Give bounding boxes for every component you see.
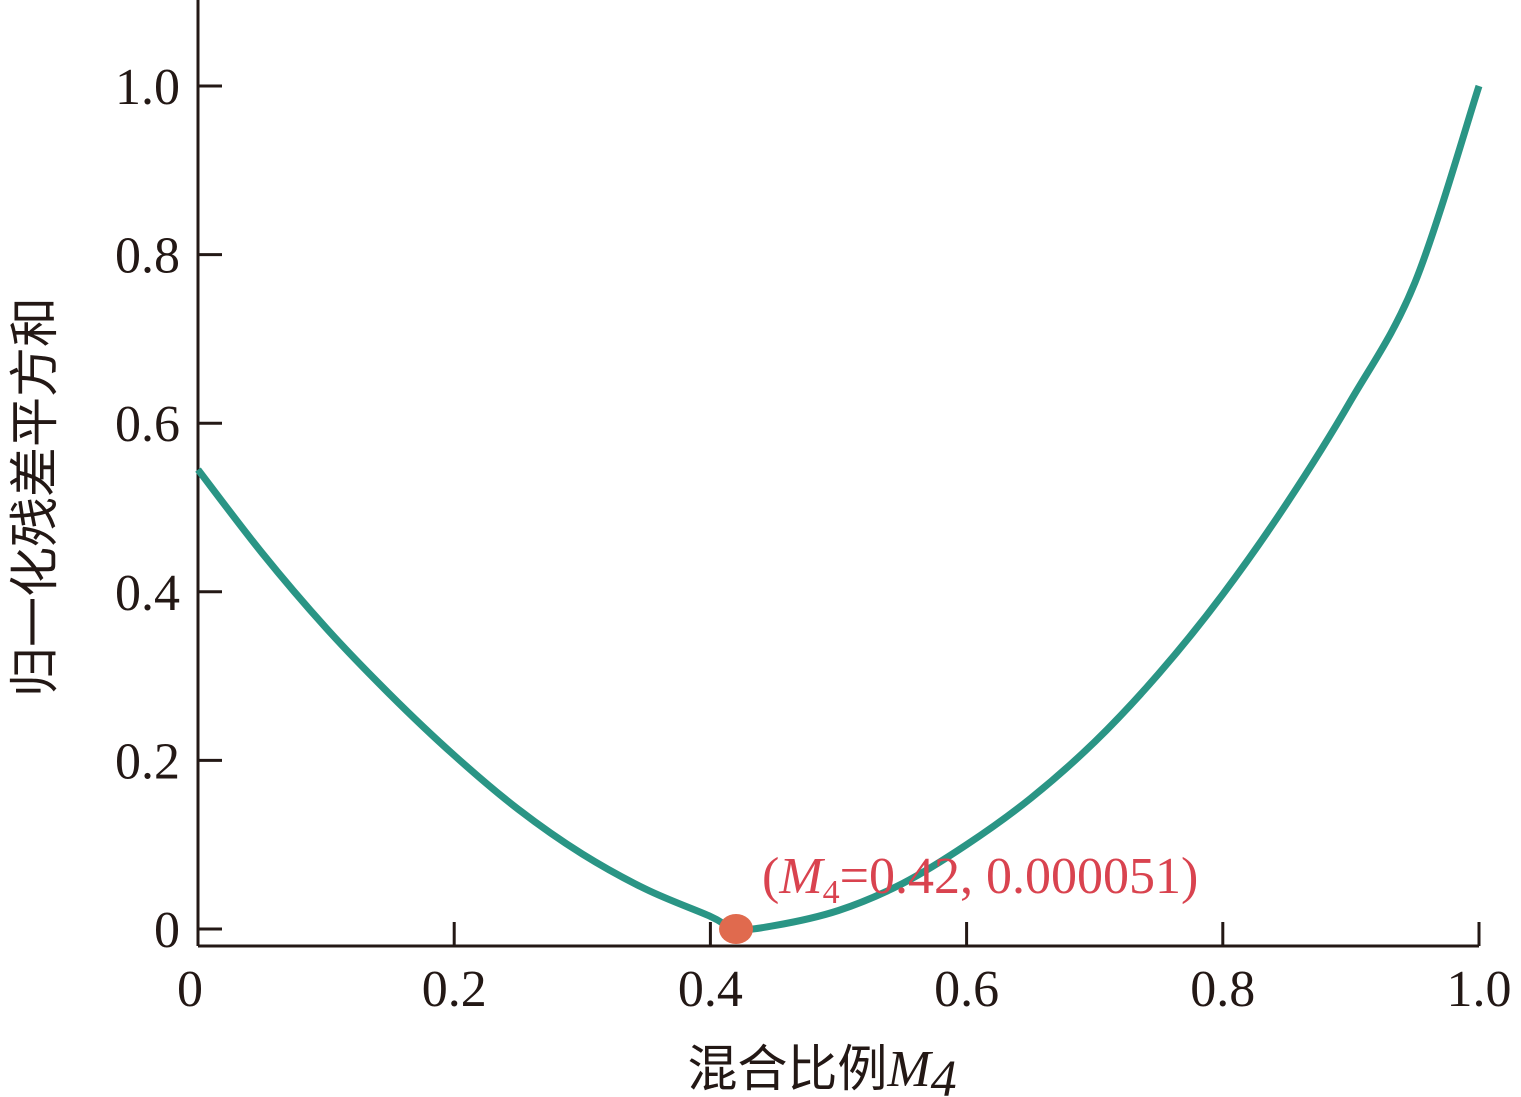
y-tick-label: 0.8 xyxy=(115,228,180,285)
y-tick-label: 0.6 xyxy=(115,396,180,453)
marker-group xyxy=(719,913,754,944)
y-axis-ticks: 0 0.2 0.4 0.6 0.8 1.0 xyxy=(115,59,222,959)
x-tick-label: 0 xyxy=(177,961,203,1018)
y-tick-label: 0.4 xyxy=(115,565,180,622)
x-axis-title-text: 混合比例 xyxy=(687,1040,887,1097)
series-line xyxy=(195,84,1483,933)
annotation-sub: 4 xyxy=(823,874,840,911)
y-axis-title: 归一化残差平方和 xyxy=(6,297,64,697)
x-tick-label: 0.2 xyxy=(422,961,487,1018)
x-axis-title-var: M xyxy=(886,1041,933,1097)
annotation: (M4=0.42, 0.000051) xyxy=(762,848,1198,911)
minimum-point-marker xyxy=(719,913,754,944)
x-axis-ticks: 0 0.2 0.4 0.6 0.8 1.0 xyxy=(177,922,1512,1018)
x-axis-title: 混合比例M4 xyxy=(687,1040,956,1097)
annotation-rest: =0.42, 0.000051) xyxy=(840,848,1199,905)
x-axis-title-sub: 4 xyxy=(931,1051,957,1097)
x-tick-label: 0.6 xyxy=(934,961,999,1018)
series-group xyxy=(195,84,1483,933)
y-tick-label: 1.0 xyxy=(115,59,180,116)
x-tick-label: 0.4 xyxy=(678,961,743,1018)
x-tick-label: 1.0 xyxy=(1447,961,1512,1018)
y-tick-label: 0 xyxy=(154,902,180,959)
annotation-prefix: ( xyxy=(762,848,779,905)
y-tick-label: 0.2 xyxy=(115,733,180,790)
annotation-var: M xyxy=(778,848,825,905)
axes xyxy=(196,0,1479,948)
x-tick-label: 0.8 xyxy=(1190,961,1255,1018)
